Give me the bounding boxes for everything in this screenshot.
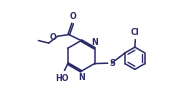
Text: N: N [91, 38, 98, 47]
Text: N: N [78, 73, 85, 82]
Text: O: O [69, 12, 76, 21]
Text: HO: HO [55, 74, 69, 83]
Text: Cl: Cl [131, 28, 140, 37]
Text: O: O [49, 33, 56, 42]
Text: S: S [109, 59, 115, 68]
